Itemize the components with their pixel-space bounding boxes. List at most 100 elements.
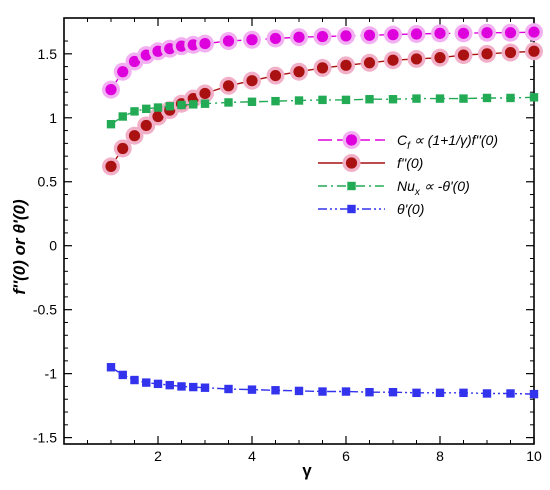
- legend-entry: Cf ∝ (1+1/γ)f''(0): [318, 131, 498, 152]
- data-point: [412, 388, 421, 398]
- y-tick-label: -1.5: [33, 430, 57, 446]
- data-point: [152, 110, 164, 123]
- data-point: [199, 37, 211, 50]
- data-point: [177, 100, 186, 110]
- data-point: [189, 100, 198, 109]
- data-point: [177, 382, 186, 391]
- data-point: [457, 27, 470, 39]
- y-tick-label: 1: [49, 110, 57, 126]
- data-point: [506, 93, 515, 103]
- data-point: [410, 28, 423, 40]
- data-point: [128, 55, 141, 68]
- data-point: [363, 29, 376, 41]
- legend-entry: f''(0): [318, 154, 423, 172]
- data-point: [294, 386, 304, 396]
- data-point: [117, 66, 129, 78]
- data-point: [365, 387, 374, 397]
- data-point: [153, 379, 163, 389]
- y-tick-label: 0.5: [38, 174, 58, 190]
- legend-label: Cf ∝ (1+1/γ)f''(0): [397, 132, 498, 152]
- data-point: [504, 46, 517, 59]
- data-point: [269, 69, 282, 82]
- y-tick-label: 0: [49, 238, 57, 254]
- data-point: [142, 378, 151, 387]
- x-tick-label: 10: [526, 448, 542, 464]
- data-point: [388, 95, 398, 104]
- data-point: [130, 107, 139, 116]
- data-point: [481, 48, 493, 60]
- series-1: [102, 42, 543, 176]
- x-tick-label: 6: [342, 448, 350, 464]
- data-point: [435, 388, 445, 398]
- data-point: [271, 386, 280, 395]
- legend-entry: θ'(0): [318, 201, 424, 217]
- data-point: [365, 95, 374, 104]
- data-point: [189, 382, 198, 392]
- data-point: [200, 99, 210, 108]
- data-point: [165, 380, 174, 390]
- legend-swatch-marker: [345, 157, 358, 169]
- data-point: [340, 30, 352, 42]
- data-point: [142, 104, 151, 114]
- data-point: [165, 102, 174, 111]
- data-point: [340, 59, 352, 71]
- series-layer: [102, 23, 543, 399]
- data-point: [412, 94, 421, 103]
- data-point: [294, 96, 304, 105]
- data-point: [293, 66, 305, 78]
- legend-label: Nux ∝ -θ'(0): [397, 178, 470, 198]
- x-tick-label: 8: [436, 448, 444, 464]
- data-point: [528, 26, 540, 38]
- data-point: [504, 27, 517, 39]
- data-point: [387, 54, 399, 66]
- data-point: [222, 35, 235, 47]
- legend-label: θ'(0): [397, 201, 424, 217]
- series-0: [102, 23, 543, 99]
- data-point: [529, 389, 539, 399]
- data-point: [269, 32, 282, 45]
- y-axis-title: f''(0) or θ'(0): [10, 199, 29, 295]
- data-point: [128, 130, 141, 142]
- data-point: [410, 53, 423, 65]
- data-point: [528, 45, 540, 57]
- data-point: [247, 97, 257, 106]
- data-point: [363, 57, 376, 69]
- data-point: [187, 39, 199, 51]
- data-point: [118, 112, 127, 121]
- data-point: [459, 388, 468, 398]
- x-tick-label: 2: [154, 448, 162, 464]
- data-point: [434, 52, 446, 64]
- data-point: [482, 93, 492, 103]
- data-point: [246, 34, 258, 46]
- data-point: [482, 389, 492, 398]
- data-point: [199, 87, 211, 100]
- y-tick-label: -1: [45, 366, 58, 382]
- data-point: [130, 375, 139, 385]
- series-3: [106, 363, 539, 399]
- data-point: [341, 387, 351, 396]
- data-point: [316, 62, 329, 74]
- data-point: [316, 30, 329, 43]
- data-point: [118, 370, 127, 380]
- data-point: [224, 98, 233, 107]
- data-point: [106, 363, 116, 372]
- legend-swatch-marker: [345, 134, 358, 146]
- data-point: [153, 103, 163, 112]
- data-point: [318, 95, 327, 105]
- y-tick-label: -0.5: [33, 302, 57, 318]
- data-point: [434, 27, 446, 39]
- data-point: [293, 31, 305, 43]
- data-point: [271, 96, 280, 106]
- data-point: [387, 29, 399, 41]
- data-point: [481, 27, 493, 39]
- series-2: [106, 93, 539, 129]
- data-point: [175, 40, 188, 52]
- legend-swatch-marker: [347, 181, 356, 191]
- y-tick-label: 1.5: [38, 46, 58, 62]
- data-point: [506, 389, 515, 398]
- data-point: [435, 94, 445, 103]
- data-point: [246, 75, 258, 87]
- legend-label: f''(0): [397, 155, 423, 171]
- data-point: [224, 384, 233, 394]
